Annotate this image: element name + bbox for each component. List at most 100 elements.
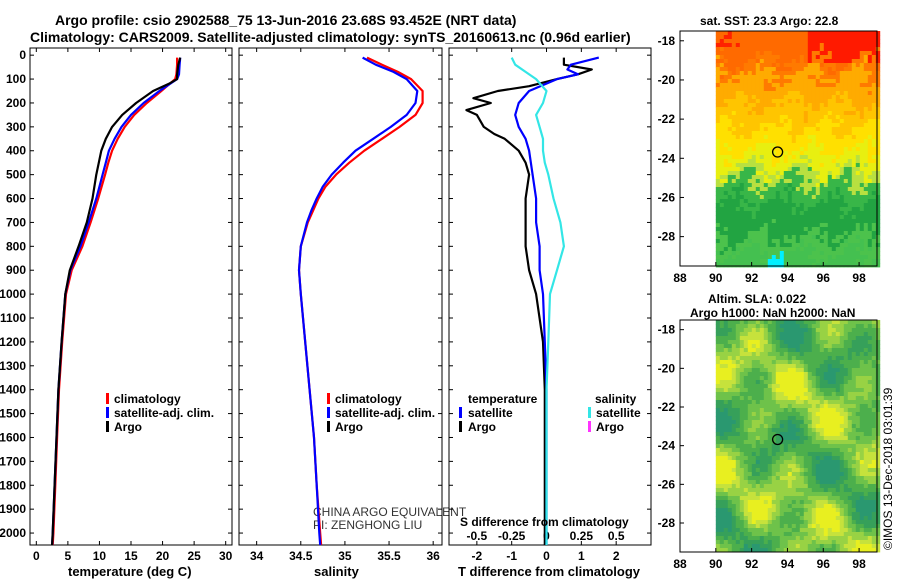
map-cell	[791, 412, 797, 417]
map-cell	[795, 87, 801, 92]
map-cell	[743, 71, 749, 76]
map-cell	[875, 255, 881, 260]
map-cell	[735, 468, 741, 473]
map-cell	[843, 352, 849, 357]
map-cell	[831, 115, 837, 120]
map-cell	[759, 135, 765, 140]
x-tick-label: -1	[506, 549, 517, 563]
map-cell	[871, 440, 877, 445]
map-cell	[731, 320, 737, 325]
map-cell	[823, 147, 829, 152]
map-cell	[779, 336, 785, 341]
map-cell	[739, 492, 745, 497]
map-cell	[807, 348, 813, 353]
map-cell	[739, 159, 745, 164]
map-cell	[855, 412, 861, 417]
map-cell	[867, 31, 873, 36]
map-cell	[743, 484, 749, 489]
map-cell	[851, 392, 857, 397]
map-cell	[767, 223, 773, 228]
map-cell	[751, 207, 757, 212]
legend-label-sal-argo: Argo	[596, 420, 624, 434]
map-cell	[735, 444, 741, 449]
map-cell	[835, 159, 841, 164]
map-cell	[783, 408, 789, 413]
map-cell	[847, 500, 853, 505]
map-cell	[803, 372, 809, 377]
map-cell	[743, 364, 749, 369]
map-cell	[851, 456, 857, 461]
map-cell	[795, 127, 801, 132]
map-cell	[731, 344, 737, 349]
map-cell	[731, 372, 737, 377]
map-cell	[843, 251, 849, 256]
map-cell	[747, 376, 753, 381]
map-cell	[763, 91, 769, 96]
map-cell	[755, 195, 761, 200]
map-cell	[835, 328, 841, 333]
map-cell	[791, 540, 797, 545]
map-cell	[771, 251, 777, 256]
map-cell	[851, 452, 857, 457]
map-cell	[779, 496, 785, 501]
map-cell	[723, 388, 729, 393]
map-cell	[723, 452, 729, 457]
map-cell	[815, 320, 821, 325]
map-cell	[859, 131, 865, 136]
map-cell	[791, 464, 797, 469]
map-cell	[811, 139, 817, 144]
argo-position-marker	[771, 146, 784, 158]
map-cell	[843, 51, 849, 56]
map-cell	[759, 155, 765, 160]
map-cell	[847, 127, 853, 132]
map-cell	[807, 179, 813, 184]
map-cell	[715, 476, 721, 481]
map-cell	[731, 119, 737, 124]
map-cell	[735, 524, 741, 529]
map-cell	[819, 540, 825, 545]
map-cell	[747, 183, 753, 188]
map-cell	[723, 139, 729, 144]
map-cell	[867, 416, 873, 421]
map-cell	[859, 532, 865, 537]
map-cell	[863, 496, 869, 501]
map-cell	[847, 115, 853, 120]
map-cell	[795, 424, 801, 429]
map-cell	[719, 211, 725, 216]
map-cell	[803, 63, 809, 68]
map-y-tick-label: -28	[658, 230, 676, 244]
map-cell	[731, 336, 737, 341]
map-cell	[843, 424, 849, 429]
map-cell	[867, 428, 873, 433]
map-cell	[743, 191, 749, 196]
map-cell	[751, 492, 757, 497]
map-cell	[803, 528, 809, 533]
map-cell	[759, 508, 765, 513]
map-cell	[715, 484, 721, 489]
map-cell	[843, 31, 849, 36]
map-cell	[867, 123, 873, 128]
map-cell	[819, 187, 825, 192]
map-cell	[763, 187, 769, 192]
map-cell	[875, 55, 881, 60]
map-cell	[875, 167, 881, 172]
map-cell	[875, 428, 881, 433]
map-cell	[839, 123, 845, 128]
map-cell	[831, 532, 837, 537]
map-cell	[835, 171, 841, 176]
x-tick-label: 30	[219, 549, 233, 563]
map-cell	[855, 328, 861, 333]
map-cell	[775, 356, 781, 361]
map-cell	[803, 440, 809, 445]
temperature-x-axis: 0 5 10 15 20 25 30	[33, 48, 233, 563]
map-cell	[811, 51, 817, 56]
map-cell	[767, 259, 773, 264]
map-cell	[859, 392, 865, 397]
map-cell	[843, 243, 849, 248]
map-cell	[799, 123, 805, 128]
map-cell	[731, 171, 737, 176]
map-cell	[747, 99, 753, 104]
map-cell	[843, 496, 849, 501]
map-cell	[775, 436, 781, 441]
map-cell	[783, 484, 789, 489]
